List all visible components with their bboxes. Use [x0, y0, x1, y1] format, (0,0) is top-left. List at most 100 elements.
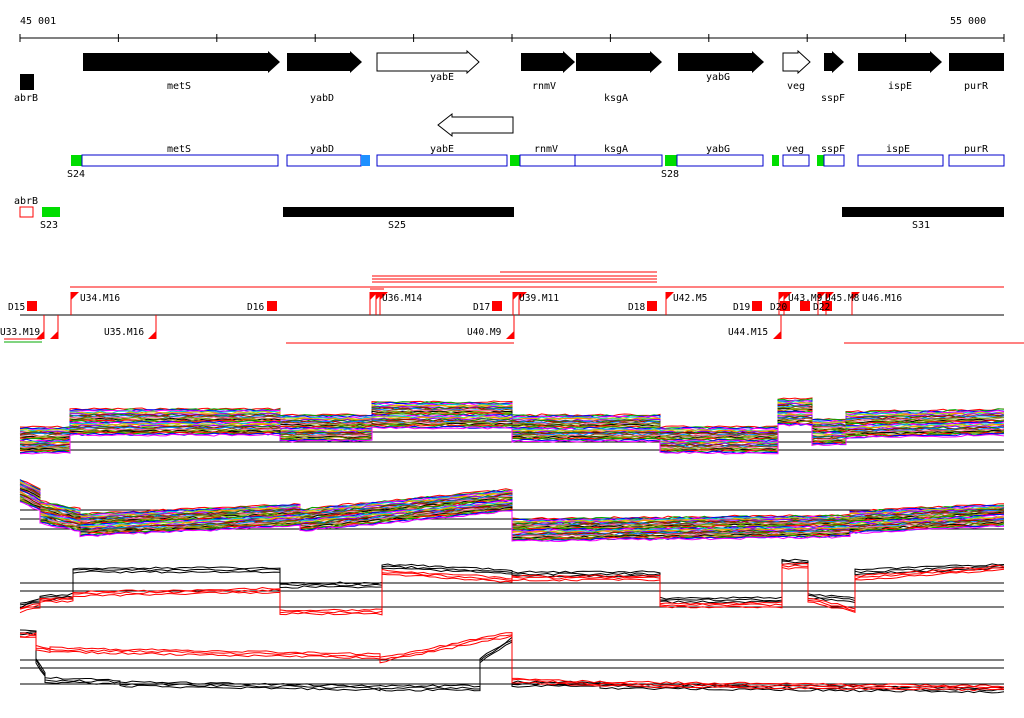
transcript-box-veg[interactable] — [782, 154, 810, 167]
marker-flag — [519, 292, 527, 300]
site-green — [772, 155, 779, 166]
gene-label: ksgA — [604, 93, 628, 104]
expression-line — [19, 566, 1005, 616]
gene-veg-arrow[interactable]: veg — [782, 49, 811, 92]
transcript-label: ksgA — [604, 144, 628, 155]
expression-panel-1 — [19, 397, 1005, 455]
site-label-S28: S28 — [661, 169, 679, 180]
gene-track: metS yabD yabE rnmV ksgA yabG veg sspF — [83, 49, 1004, 104]
site-blue — [361, 155, 370, 166]
gene-abrB-label: abrB — [14, 93, 38, 104]
segment-track: abrB S23 S25 S31 — [14, 196, 1004, 231]
segment-label-S23: S23 — [40, 220, 58, 231]
marker-flag — [784, 292, 792, 300]
transcript-box-metS[interactable] — [81, 154, 279, 167]
transcript-label: yabD — [310, 144, 334, 155]
gene-label: yabE — [430, 72, 454, 83]
expression-line — [19, 412, 1005, 444]
expression-line — [19, 406, 1005, 438]
marker-label-U46: U46.M16 — [862, 293, 902, 304]
expression-line — [19, 562, 1005, 609]
marker-square — [780, 301, 790, 311]
marker-label-D17: D17 — [473, 302, 490, 313]
expression-line — [19, 399, 1005, 431]
abrB-box[interactable] — [19, 206, 34, 218]
marker-label-D15: D15 — [8, 302, 25, 313]
transcript-box-ispE[interactable] — [857, 154, 944, 167]
transcript-box-yabE[interactable] — [376, 154, 508, 167]
gene-yabE-arrow[interactable]: yabE — [376, 49, 480, 83]
expression-panel-4 — [19, 629, 1005, 694]
transcript-label: sspF — [821, 144, 845, 155]
marker-flag — [818, 292, 826, 300]
gene-label: sspF — [821, 93, 845, 104]
segment-S25-bar[interactable] — [283, 207, 514, 217]
expression-line — [19, 632, 1005, 694]
transcript-box-ksgA[interactable] — [574, 154, 663, 167]
marker-square — [492, 301, 502, 311]
expression-line — [19, 560, 1005, 606]
expression-line — [19, 484, 1005, 527]
marker-label-U34: U34.M16 — [80, 293, 120, 304]
marker-label-D18: D18 — [628, 302, 645, 313]
marker-label-U43: U43.M9 — [788, 293, 823, 304]
expression-panel-3 — [19, 558, 1005, 616]
marker-label-D20: D20 — [770, 302, 787, 313]
transcript-label: yabG — [706, 144, 730, 155]
expression-line — [19, 494, 1005, 536]
site-label-S24: S24 — [67, 169, 85, 180]
marker-label-U35: U35.M16 — [104, 327, 144, 338]
expression-line — [19, 420, 1005, 452]
expression-line — [19, 410, 1005, 443]
expression-line — [20, 631, 1005, 692]
abrB-label-2: abrB — [14, 196, 38, 207]
marker-flag — [50, 331, 58, 339]
transcript-box-rnmV[interactable] — [519, 154, 576, 167]
transcript-label: purR — [964, 144, 989, 155]
marker-flag — [71, 292, 79, 300]
expression-line — [19, 634, 1005, 692]
marker-square — [822, 301, 832, 311]
transcript-track: metS yabD yabE rnmV ksgA yabG veg sspF i… — [67, 144, 1005, 180]
gene-ispE-arrow[interactable]: ispE — [858, 51, 942, 92]
gene-yabG-arrow[interactable]: yabG — [678, 51, 764, 83]
expression-line — [19, 398, 1005, 430]
gene-label: ispE — [888, 81, 912, 92]
expression-panel-2 — [19, 479, 1005, 543]
reverse-arrow[interactable] — [437, 112, 514, 138]
marker-flag — [666, 292, 674, 300]
marker-label-U42: U42.M5 — [673, 293, 707, 304]
expression-line — [19, 423, 1005, 455]
marker-label-U45: U45.M8 — [825, 293, 860, 304]
expression-line — [19, 407, 1005, 439]
gene-sspF-arrow[interactable]: sspF — [821, 51, 845, 104]
gene-rnmV-arrow[interactable]: rnmV — [521, 51, 575, 92]
marker-label-U44: U44.M15 — [728, 327, 768, 338]
marker-flag — [826, 292, 834, 300]
gene-label: yabD — [310, 93, 334, 104]
segment-S31-bar[interactable] — [842, 207, 1004, 217]
site-green — [817, 155, 824, 166]
transcript-box-sspF[interactable] — [823, 154, 845, 167]
gene-yabD-arrow[interactable]: yabD — [287, 51, 362, 104]
transcript-box-purR[interactable] — [948, 154, 1005, 167]
gene-abrB[interactable]: abrB — [14, 74, 38, 104]
segment-label-S25: S25 — [388, 220, 406, 231]
marker-flag — [852, 292, 860, 300]
marker-flag — [380, 292, 388, 300]
marker-square — [800, 301, 810, 311]
gene-metS-arrow[interactable]: metS — [83, 51, 280, 92]
segment-S23-box[interactable] — [42, 207, 60, 217]
gene-label: purR — [964, 81, 989, 92]
marker-label-D19: D19 — [733, 302, 750, 313]
transcript-box-yabD[interactable] — [286, 154, 362, 167]
marker-square — [27, 301, 37, 311]
transcript-box-yabG[interactable] — [676, 154, 764, 167]
gene-purR-arrow[interactable]: purR — [949, 53, 1004, 92]
marker-flag — [36, 331, 44, 339]
marker-flag — [506, 331, 514, 339]
marker-label-U36: U36.M14 — [382, 293, 422, 304]
gene-ksgA-arrow[interactable]: ksgA — [576, 51, 662, 104]
expression-line — [19, 402, 1005, 434]
